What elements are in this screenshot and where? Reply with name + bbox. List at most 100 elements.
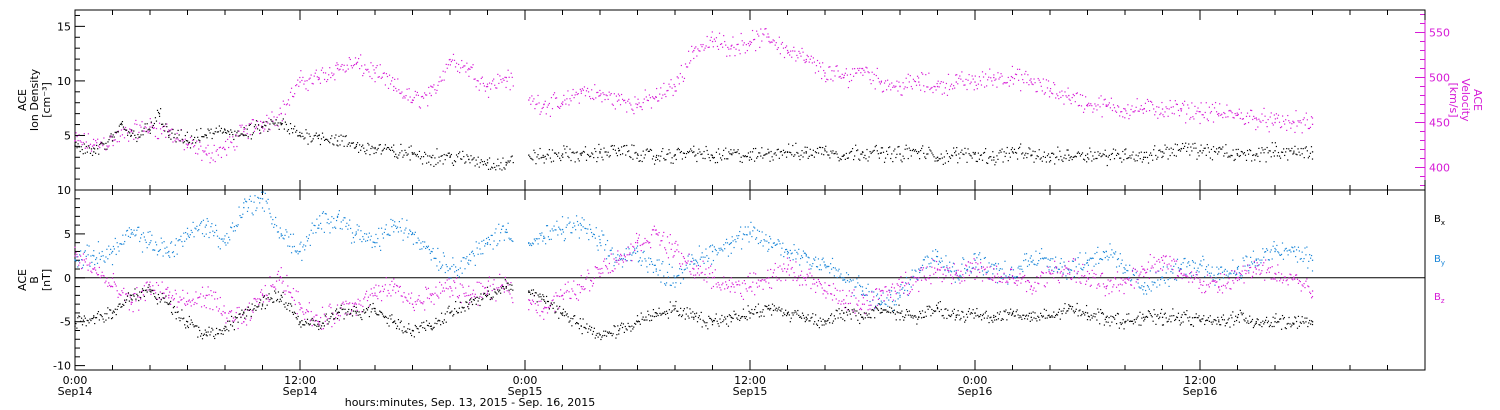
data-point <box>387 87 390 90</box>
data-point <box>937 159 939 162</box>
data-point <box>617 147 620 149</box>
data-point <box>119 123 121 125</box>
data-point <box>1057 146 1059 148</box>
data-point <box>592 282 595 285</box>
data-point <box>668 83 670 85</box>
data-point <box>916 152 919 155</box>
data-point <box>560 289 562 291</box>
data-point <box>565 152 567 154</box>
data-point <box>309 77 311 79</box>
data-point <box>316 135 318 137</box>
data-point <box>315 314 317 316</box>
data-point <box>1044 92 1047 94</box>
data-point <box>218 147 220 149</box>
data-point <box>777 266 779 269</box>
data-point <box>172 299 175 301</box>
data-point <box>1154 282 1156 284</box>
data-point <box>724 248 726 250</box>
data-point <box>1143 156 1145 158</box>
data-point <box>233 320 235 322</box>
data-point <box>715 151 718 153</box>
data-point <box>965 152 967 154</box>
data-point <box>650 261 653 263</box>
data-point <box>482 82 484 85</box>
data-point <box>1101 116 1103 118</box>
data-point <box>1208 272 1210 274</box>
data-point <box>1054 267 1056 269</box>
data-point <box>733 286 735 288</box>
series-Bz <box>74 225 1314 330</box>
data-point <box>739 160 741 163</box>
data-point <box>1210 148 1213 150</box>
data-point <box>137 226 139 229</box>
data-point <box>561 103 564 106</box>
data-point <box>620 255 623 257</box>
data-point <box>976 88 978 90</box>
data-point <box>852 158 855 161</box>
data-point <box>982 274 985 276</box>
data-point <box>947 160 950 163</box>
data-point <box>168 130 170 133</box>
data-point <box>889 289 891 291</box>
data-point <box>430 294 432 297</box>
data-point <box>927 256 929 258</box>
data-point <box>186 131 189 133</box>
data-point <box>635 151 637 154</box>
data-point <box>992 84 994 86</box>
data-point <box>888 147 890 149</box>
data-point <box>1158 270 1160 272</box>
data-point <box>633 251 635 253</box>
data-point <box>577 224 580 226</box>
data-point <box>493 162 495 165</box>
data-point <box>394 221 396 223</box>
data-point <box>1244 154 1247 156</box>
data-point <box>464 268 466 270</box>
data-point <box>355 145 357 148</box>
data-point <box>152 249 154 251</box>
data-point <box>449 156 451 158</box>
data-point <box>1183 258 1185 260</box>
data-point <box>83 143 85 145</box>
data-point <box>336 215 339 218</box>
data-point <box>239 124 241 127</box>
data-point <box>335 227 337 229</box>
data-point <box>121 290 123 292</box>
data-point <box>313 135 315 137</box>
data-point <box>1204 111 1206 114</box>
data-point <box>78 260 80 262</box>
data-point <box>826 265 828 267</box>
data-point <box>999 76 1001 78</box>
data-point <box>98 145 100 147</box>
data-point <box>130 229 132 231</box>
data-point <box>137 137 139 140</box>
data-point <box>459 267 461 269</box>
data-point <box>336 62 338 64</box>
data-point <box>1028 264 1030 266</box>
data-point <box>543 318 545 320</box>
data-point <box>1146 98 1149 101</box>
data-point <box>764 28 766 30</box>
data-point <box>436 89 438 92</box>
data-point <box>717 148 720 150</box>
data-point <box>852 279 854 281</box>
data-point <box>204 297 206 299</box>
data-point <box>640 106 642 108</box>
data-point <box>405 227 407 229</box>
data-point <box>176 306 178 308</box>
data-point <box>393 144 395 146</box>
data-point <box>486 162 489 164</box>
data-point <box>1288 148 1290 150</box>
data-point <box>85 145 87 148</box>
data-point <box>308 133 310 135</box>
data-point <box>1242 153 1245 155</box>
data-point <box>969 154 971 156</box>
data-point <box>613 93 615 95</box>
data-point <box>770 238 772 240</box>
data-point <box>176 132 178 135</box>
data-point <box>951 266 954 268</box>
data-point <box>762 288 764 290</box>
data-point <box>1251 109 1253 112</box>
data-point <box>278 237 280 239</box>
data-point <box>210 128 212 130</box>
data-point <box>75 260 77 262</box>
